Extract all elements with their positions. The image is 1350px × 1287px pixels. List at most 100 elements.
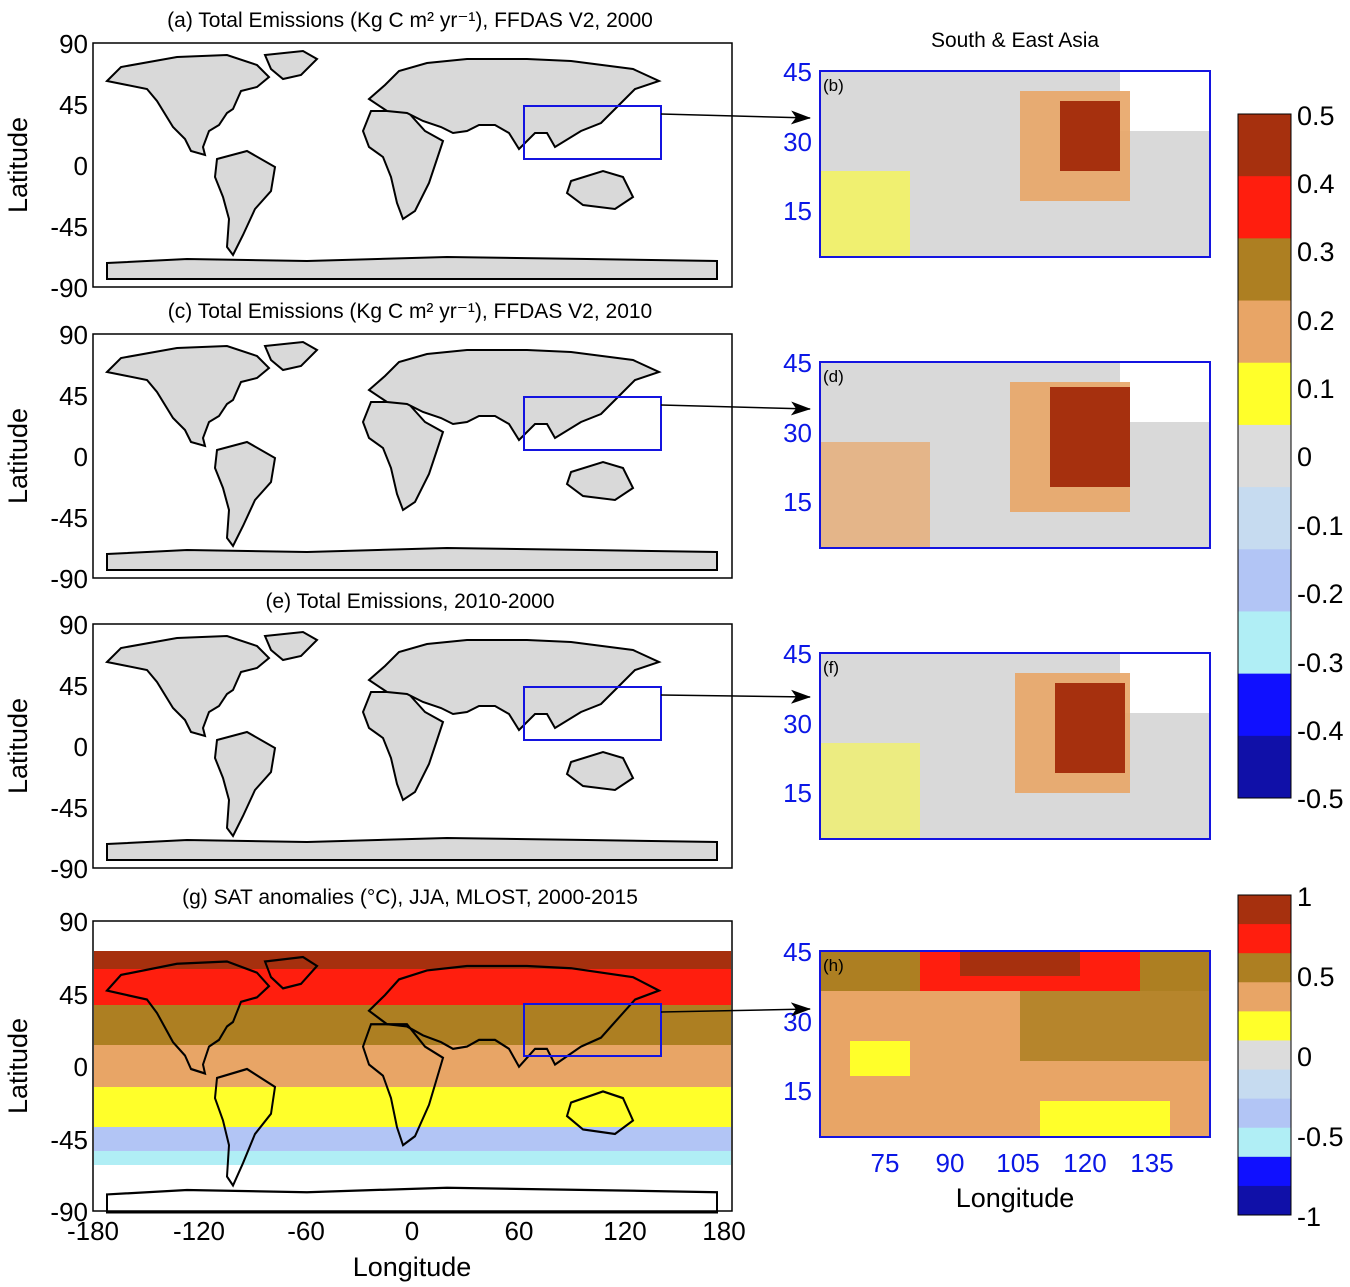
panel-c-global-map: [92, 333, 733, 579]
lat-tick: 0: [74, 151, 88, 181]
panel-g-band-far-south: [94, 1151, 731, 1165]
colorbar-segment: [1238, 1156, 1291, 1187]
panel-b-ocean: [1120, 71, 1210, 131]
panel-e-arrow: [660, 689, 811, 704]
cb-tick: 0.3: [1297, 237, 1335, 267]
panel-f-china-hotspot: [1055, 683, 1125, 773]
lat-tick: 45: [59, 671, 88, 701]
cb-tick: 1: [1297, 882, 1312, 912]
cb-tick: -0.2: [1297, 579, 1344, 609]
lon-tick: 60: [505, 1216, 534, 1246]
panel-g-ylabel: Latitude: [3, 1018, 33, 1114]
panel-h-frame: [819, 950, 1211, 1138]
colorbar-segment: [1238, 895, 1291, 925]
lon-tick: -60: [287, 1216, 325, 1246]
panel-h-lon-ticks: 75 90 105 120 135: [871, 1148, 1174, 1178]
lat-tick: 90: [59, 610, 88, 640]
colorbar-segment: [1238, 611, 1291, 675]
emission-colorbar-ticks: 0.5 0.4 0.3 0.2 0.1 0 -0.1 -0.2 -0.3 -0.…: [1297, 101, 1344, 814]
panel-g-band-tropics: [94, 1045, 731, 1087]
panel-b-frame: [819, 70, 1211, 258]
cb-tick: 0: [1297, 1042, 1312, 1072]
colorbar-segment: [1238, 1127, 1291, 1158]
panel-h-label: (h): [823, 956, 844, 975]
panel-e-lat-ticks: 90 45 0 -45 -90: [50, 610, 88, 884]
colorbar-segment: [1238, 176, 1291, 239]
panel-g-title: (g) SAT anomalies (°C), JJA, MLOST, 2000…: [182, 886, 638, 909]
lat-tick: 90: [59, 29, 88, 59]
colorbar-segment: [1238, 1040, 1291, 1071]
sat-colorbar: [1238, 895, 1291, 1216]
emission-colorbar: [1238, 114, 1291, 799]
panel-d-frame: [819, 361, 1211, 549]
panel-g-band-midnorth: [94, 1005, 731, 1045]
colorbar-segment: [1238, 1098, 1291, 1129]
region-title: South & East Asia: [931, 29, 1099, 52]
asia-lat-tick: 15: [783, 778, 812, 808]
lon-tick: 0: [405, 1216, 419, 1246]
colorbar-segment: [1238, 238, 1291, 302]
colorbar-segment: [1238, 1011, 1291, 1041]
asia-lat-tick: 30: [783, 418, 812, 448]
panel-b-lat-ticks: 45 30 15: [783, 57, 812, 226]
lat-tick: -90: [50, 273, 88, 303]
cb-tick: -0.5: [1297, 1122, 1344, 1152]
panel-b-asia-map: [819, 70, 1211, 258]
lon-tick: -120: [173, 1216, 225, 1246]
panel-a-title: (a) Total Emissions (Kg C m² yr⁻¹), FFDA…: [167, 9, 653, 32]
colorbar-segment: [1238, 982, 1291, 1012]
panel-d-asia-map: [819, 361, 1211, 549]
colorbar-segment: [1238, 924, 1291, 954]
colorbar-segment: [1238, 362, 1291, 426]
colorbar-segment: [1238, 953, 1291, 983]
lon-tick: -180: [67, 1216, 119, 1246]
colorbar-segment: [1238, 673, 1291, 737]
asia-lon-tick: 135: [1130, 1148, 1173, 1178]
asia-lat-tick: 30: [783, 709, 812, 739]
lat-tick: 0: [74, 1052, 88, 1082]
lat-tick: 0: [74, 732, 88, 762]
asia-lat-tick: 15: [783, 196, 812, 226]
colorbar-segment: [1238, 735, 1291, 799]
colorbar-segment: [1238, 424, 1291, 488]
panel-h-band-dark: [960, 951, 1080, 976]
asia-lat-tick: 45: [783, 348, 812, 378]
cb-tick: 0.5: [1297, 101, 1335, 131]
panel-c-title: (c) Total Emissions (Kg C m² yr⁻¹), FFDA…: [168, 300, 652, 323]
panel-f-asia-map: [819, 652, 1211, 840]
cb-tick: -0.4: [1297, 716, 1344, 746]
panel-f-lat-ticks: 45 30 15: [783, 639, 812, 808]
cb-tick: 0.5: [1297, 962, 1335, 992]
panel-c-lat-ticks: 90 45 0 -45 -90: [50, 320, 88, 594]
panel-g-lat-ticks: 90 45 0 -45 -90: [50, 907, 88, 1227]
panel-g-xlabel: Longitude: [353, 1252, 472, 1282]
panel-f-india-emissions: [820, 743, 920, 839]
panel-b-china-hotspot: [1060, 101, 1120, 171]
colorbar-segment: [1238, 1185, 1291, 1216]
cb-tick: 0.4: [1297, 169, 1335, 199]
panel-f-label: (f): [823, 658, 839, 677]
panel-h-east-band: [1020, 991, 1210, 1061]
panel-h-yellow-patch: [850, 1041, 910, 1076]
cb-tick: 0.2: [1297, 306, 1335, 336]
colorbar-segment: [1238, 114, 1291, 177]
panel-d-india-emissions: [820, 442, 930, 548]
lat-tick: 90: [59, 907, 88, 937]
asia-lat-tick: 30: [783, 127, 812, 157]
panel-c-ylabel: Latitude: [3, 408, 33, 504]
asia-lat-tick: 15: [783, 1076, 812, 1106]
panel-a-lat-ticks: 90 45 0 -45 -90: [50, 29, 88, 303]
asia-lat-tick: 45: [783, 57, 812, 87]
emission-colorbar-frame: [1237, 113, 1292, 799]
panel-d-lat-ticks: 45 30 15: [783, 348, 812, 517]
lat-tick: 45: [59, 381, 88, 411]
panel-d-china-hotspot: [1050, 387, 1130, 487]
panel-h-south-patch: [1040, 1101, 1170, 1137]
lat-tick: -45: [50, 793, 88, 823]
lat-tick: -45: [50, 1125, 88, 1155]
cb-tick: -0.3: [1297, 648, 1344, 678]
panel-f-frame: [819, 652, 1211, 840]
panel-g-lon-ticks: -180 -120 -60 0 60 120 180: [67, 1216, 746, 1246]
asia-lat-tick: 45: [783, 639, 812, 669]
